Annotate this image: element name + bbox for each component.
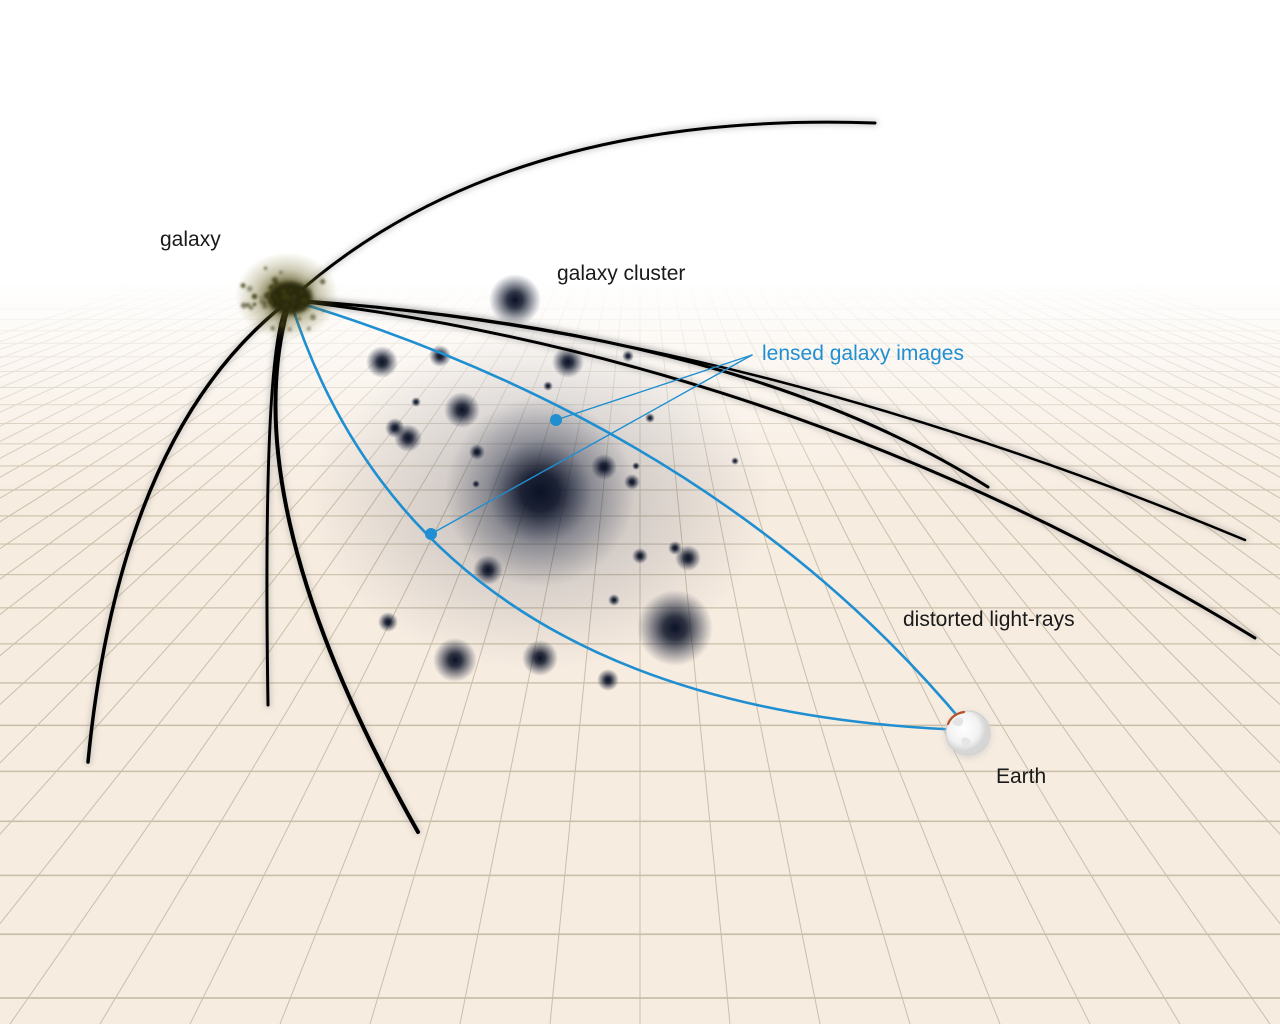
galaxy-speck <box>273 295 278 299</box>
lensed-image-dot <box>425 528 437 540</box>
cluster-member <box>591 454 617 480</box>
lensed-pointer-line <box>430 354 753 535</box>
cluster-member <box>624 474 640 490</box>
galaxy-speck <box>268 286 271 289</box>
galaxy-speck <box>308 290 312 293</box>
cluster-member <box>433 638 477 682</box>
galaxy-speck <box>268 299 274 304</box>
galaxy-speck <box>291 294 297 300</box>
source-galaxy <box>235 252 339 340</box>
lensed-light-rays <box>288 298 967 732</box>
galaxy-speck <box>279 270 283 274</box>
cluster-member <box>608 594 620 606</box>
galaxy-speck <box>262 303 268 309</box>
galaxy-speck <box>249 305 254 310</box>
light-ray <box>288 298 990 489</box>
light-ray <box>288 298 1257 640</box>
light-ray <box>273 298 420 834</box>
galaxy-speck <box>283 302 289 308</box>
cluster-member <box>472 480 480 488</box>
galaxy-speck <box>246 285 253 292</box>
cluster-member <box>597 669 619 691</box>
lensed-pointer-line <box>555 354 753 421</box>
galaxy-speck <box>319 278 326 285</box>
galaxy-speck <box>297 317 301 321</box>
galaxy-speck <box>292 313 297 317</box>
cluster-member <box>522 640 558 676</box>
cluster-member <box>378 612 398 632</box>
earth <box>944 710 992 759</box>
cluster-member <box>637 590 713 666</box>
galaxy-speck <box>298 304 305 311</box>
galaxy-speck <box>287 327 292 332</box>
cluster-member <box>489 274 541 326</box>
galaxy-speck <box>280 288 286 294</box>
galaxy-speck <box>279 321 286 328</box>
cluster-member <box>444 392 480 428</box>
galaxy-cluster <box>310 274 770 691</box>
cluster-member <box>411 397 421 407</box>
galaxy-speck <box>251 293 258 300</box>
galaxy-speck <box>240 283 246 288</box>
galaxy-speck <box>321 310 325 313</box>
galaxy-speck <box>301 298 306 303</box>
lensed-ray-upper <box>288 298 967 727</box>
galaxy-speck <box>269 284 275 290</box>
galaxy-speck <box>281 330 284 333</box>
cluster-member <box>622 350 634 362</box>
lensed-ray-lower <box>288 298 967 732</box>
galaxy-speck <box>276 305 279 308</box>
galaxy-speck <box>285 295 288 299</box>
earth-label: Earth <box>996 765 1047 788</box>
cluster-member <box>731 457 739 465</box>
galaxy-speck <box>259 298 266 305</box>
galaxy-speck <box>271 291 274 294</box>
distorted-light-rays <box>84 118 1259 836</box>
cluster-member <box>675 545 701 571</box>
cluster-member <box>385 418 405 438</box>
galaxy-speck <box>264 266 268 270</box>
galaxy-speck <box>263 292 270 299</box>
galaxy-speck <box>288 308 294 314</box>
cluster-member <box>645 413 655 423</box>
galaxy-speck <box>276 298 281 303</box>
cluster-member <box>473 555 503 585</box>
cluster-member <box>469 444 485 460</box>
galaxy-speck <box>280 293 287 301</box>
cluster-member <box>632 462 640 470</box>
galaxy-speck <box>289 288 293 292</box>
cluster-member <box>668 541 682 555</box>
cluster-member <box>632 548 648 564</box>
distorted-light-rays-label: distorted light-rays <box>903 608 1075 631</box>
galaxy-speck <box>306 281 309 284</box>
light-ray <box>86 298 292 764</box>
lensed-image-dot <box>550 414 562 426</box>
lensed-galaxy-images-label: lensed galaxy images <box>762 342 964 365</box>
cluster-member <box>543 381 553 391</box>
galaxy-label: galaxy <box>160 228 221 251</box>
galaxy-speck <box>240 302 247 309</box>
galaxy-speck <box>273 281 280 287</box>
galaxy-speck <box>309 314 316 321</box>
galaxy-speck <box>252 302 257 307</box>
light-ray <box>288 120 877 302</box>
galaxy-speck <box>245 302 251 308</box>
galaxy-cluster-label: galaxy cluster <box>557 262 686 285</box>
galaxy-speck <box>259 296 263 299</box>
galaxy-speck <box>299 290 304 295</box>
galaxy-speck <box>291 300 296 305</box>
cluster-member <box>366 346 398 378</box>
galaxy-speck <box>306 326 311 331</box>
galaxy-speck <box>291 305 294 308</box>
galaxy-speck <box>270 325 276 331</box>
